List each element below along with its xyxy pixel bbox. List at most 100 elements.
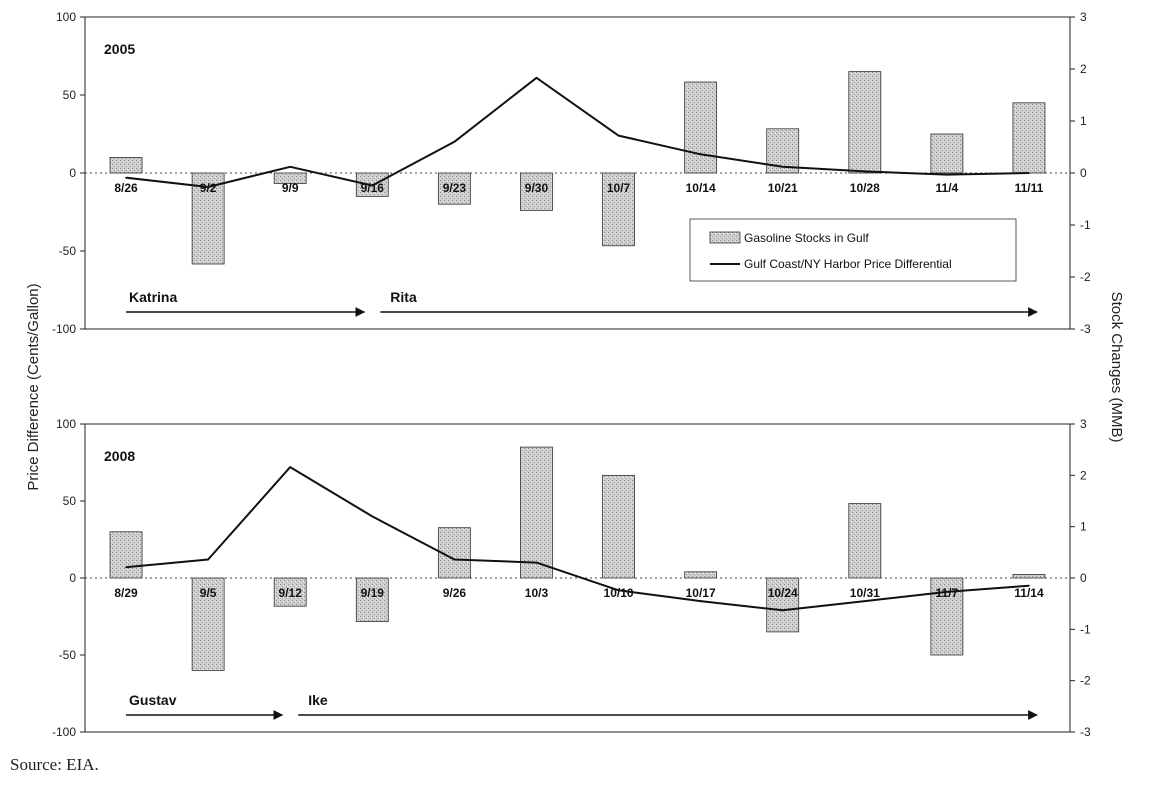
line-point-9/19 [371,515,374,518]
category-label: 10/3 [525,586,549,600]
line-point-9/5 [207,558,209,561]
bar-11/14 [1012,574,1046,579]
bar-9/2 [191,172,225,265]
bar-10/24 [766,577,800,633]
panel-title: 2005 [104,41,135,57]
left-tick-label: 50 [63,88,77,102]
category-label: 8/29 [114,586,138,600]
right-tick-label: 0 [1080,571,1087,585]
right-axis-label: Stock Changes (MMB) [1108,292,1125,443]
right-tick-label: -1 [1080,218,1091,232]
bar-9/19 [355,577,389,623]
category-label: 9/26 [443,586,467,600]
left-tick-label: 0 [69,166,76,180]
category-label: 10/28 [850,181,880,195]
line-point-10/21 [781,165,784,168]
bar-11/11 [1012,102,1046,174]
bar-9/12 [273,577,307,607]
line-point-10/10 [617,589,620,592]
left-tick-label: -50 [59,244,77,258]
line-point-10/28 [863,170,866,173]
bar-10/14 [684,81,718,174]
bar-10/28 [848,71,882,174]
right-tick-label: 2 [1080,62,1087,76]
plot-frame [84,423,1071,733]
bar-9/23 [437,172,471,205]
line-point-9/9 [289,165,292,168]
right-tick-label: -3 [1080,725,1091,739]
category-label: 9/2 [200,181,217,195]
left-tick-label: -100 [52,322,76,336]
annotation-label-rita: Rita [390,289,417,305]
bar-10/31 [848,503,882,579]
legend-bar-swatch [709,231,741,244]
category-label: 10/17 [686,586,716,600]
category-label: 11/11 [1015,181,1044,195]
legend: Gasoline Stocks in Gulf Gulf Coast/NY Har… [689,218,1017,282]
left-tick-label: 100 [56,417,76,431]
line-point-9/23 [453,141,456,143]
bar-8/29 [109,531,143,579]
line-point-10/17 [699,600,702,602]
bar-9/5 [191,577,225,671]
line-point-8/29 [125,566,127,569]
category-label: 10/24 [768,586,798,600]
category-label: 10/14 [686,181,716,195]
bar-8/26 [109,156,143,174]
annotation-label-ike: Ike [308,692,328,708]
right-tick-label: 3 [1080,10,1087,24]
category-label: 9/12 [279,586,303,600]
category-label: 9/19 [361,586,385,600]
line-point-10/24 [781,609,784,612]
bar-11/4 [930,133,964,174]
bar-10/17 [684,571,718,579]
legend-entry: Gasoline Stocks in Gulf [744,231,869,245]
line-point-10/14 [699,153,702,156]
right-tick-label: 2 [1080,468,1087,482]
right-tick-label: -1 [1080,622,1091,636]
left-tick-label: -50 [59,648,77,662]
left-axis-label: Price Difference (Cents/Gallon) [25,283,42,490]
category-label: 9/30 [525,181,549,195]
bar-10/3 [520,446,553,579]
line-point-9/2 [207,186,209,188]
line-point-9/26 [453,558,456,561]
category-label: 9/9 [282,181,299,195]
chart-panel-2008: 100 50 0 -50 -100 3 2 1 0 -1 -2 -3 8/29 9/5 9/12 9/19 9/… [52,417,1091,739]
right-tick-label: 0 [1080,166,1087,180]
category-label: 10/21 [768,181,798,195]
category-label: 11/14 [1014,586,1044,600]
line-point-8/26 [125,176,127,179]
right-tick-label: 1 [1080,520,1087,534]
bar-9/30 [520,172,553,211]
line-point-9/30 [535,77,538,79]
category-label: 10/7 [607,181,631,195]
legend-entry: Gulf Coast/NY Harbor Price Differential [744,257,952,271]
line-point-9/12 [289,466,292,468]
line-point-11/4 [946,173,948,176]
line-point-10/3 [535,561,538,564]
line-point-9/16 [371,184,374,187]
right-tick-label: 3 [1080,417,1087,431]
annotation-label-gustav: Gustav [129,692,177,708]
left-tick-label: -100 [52,725,76,739]
price-differential-line [125,76,1030,188]
category-label: 8/26 [114,181,138,195]
right-tick-label: -3 [1080,322,1091,336]
line-point-10/31 [863,600,866,602]
line-point-11/7 [946,591,948,593]
left-tick-label: 100 [56,10,76,24]
bar-9/9 [273,172,307,184]
legend-box [689,218,1017,282]
category-label: 11/4 [936,181,959,195]
panel-title: 2008 [104,448,135,464]
right-tick-label: -2 [1080,270,1091,284]
left-tick-label: 0 [69,571,76,585]
annotation-label-katrina: Katrina [129,289,177,305]
bar-10/10 [602,474,635,579]
category-label: 11/7 [936,586,959,600]
category-label: 9/5 [200,586,217,600]
bar-10/7 [602,172,635,247]
